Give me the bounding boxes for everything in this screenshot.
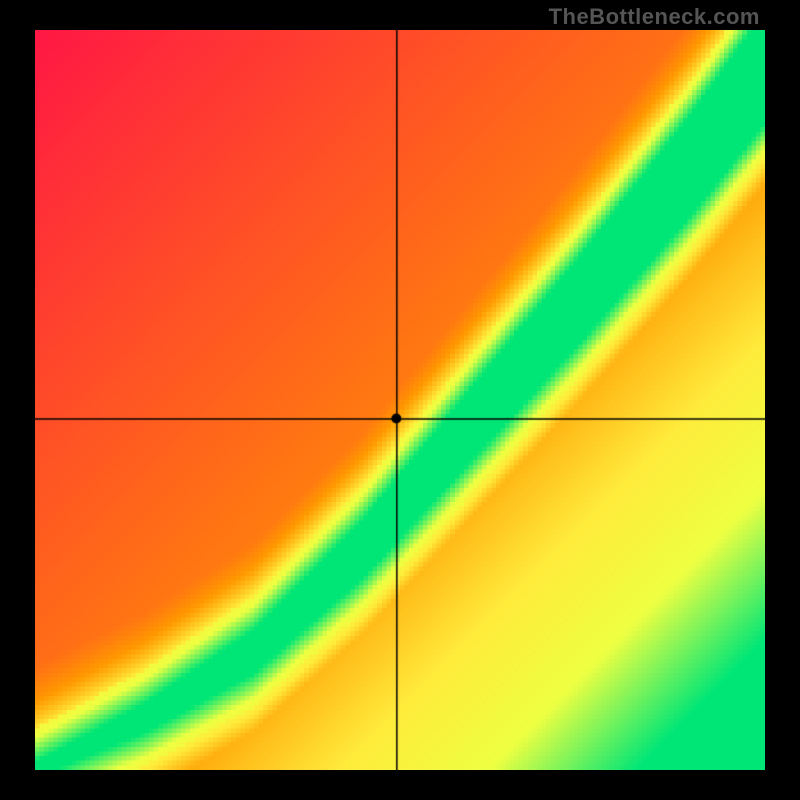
- heatmap-canvas: [35, 30, 765, 770]
- chart-stage: TheBottleneck.com: [0, 0, 800, 800]
- watermark-text: TheBottleneck.com: [549, 4, 760, 30]
